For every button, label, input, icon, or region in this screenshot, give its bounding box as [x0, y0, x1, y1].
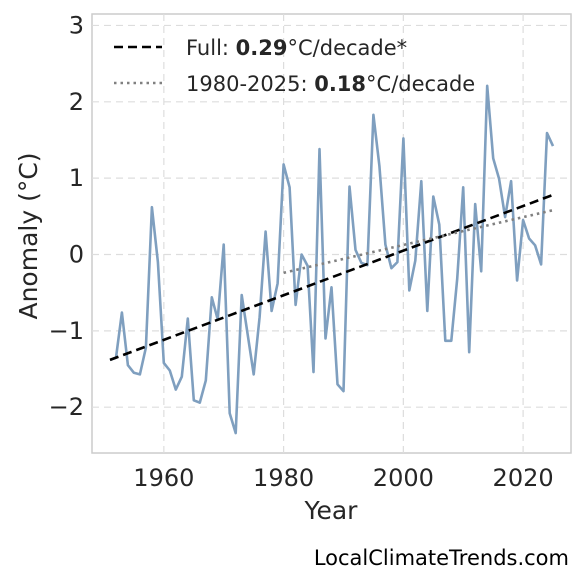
- x-tick-labels: 1960 1980 2000 2020: [133, 464, 553, 492]
- y-tick-labels: −2 −1 0 1 2 3: [49, 11, 84, 421]
- y-tick-label: 3: [69, 11, 84, 39]
- y-tick-label: 2: [69, 88, 84, 116]
- y-axis-label: Anomaly (°C): [14, 152, 43, 319]
- series-line-annual-anomaly: [109, 84, 555, 435]
- x-tick-label: 1960: [133, 464, 194, 492]
- x-axis-label: Year: [304, 496, 359, 525]
- x-tick-label: 2000: [373, 464, 434, 492]
- trend-line-1980-2025: [283, 208, 554, 275]
- y-tick-label: −2: [49, 393, 84, 421]
- legend-label-full: Full: 0.29°C/decade*: [186, 36, 407, 60]
- credit-text: LocalClimateTrends.com: [313, 546, 569, 570]
- y-tick-label: 1: [69, 164, 84, 192]
- grid: [92, 14, 571, 453]
- trend-line-full: [109, 193, 554, 362]
- y-tick-label: 0: [69, 240, 84, 268]
- x-tick-label: 1980: [253, 464, 314, 492]
- legend-label-1980-2025: 1980-2025: 0.18°C/decade: [186, 72, 475, 96]
- series-lines: [109, 84, 555, 435]
- legend: Full: 0.29°C/decade* 1980-2025: 0.18°C/d…: [114, 36, 475, 96]
- y-tick-label: −1: [49, 317, 84, 345]
- x-tick-label: 2020: [493, 464, 554, 492]
